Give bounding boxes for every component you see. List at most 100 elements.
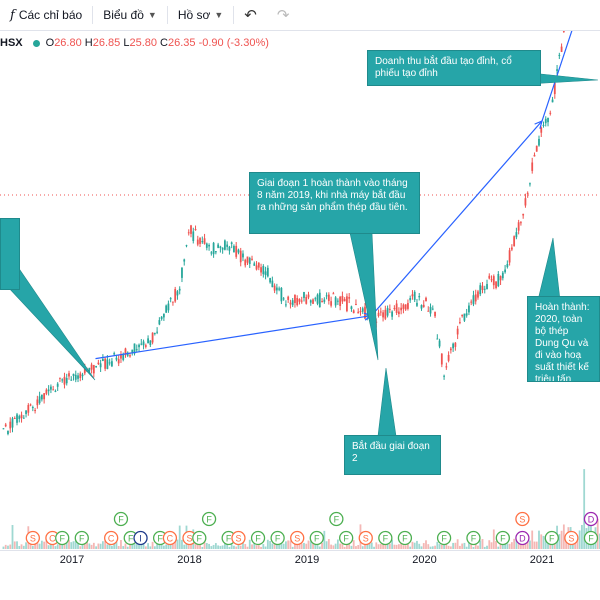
event-marker[interactable]: F <box>74 530 89 546</box>
volume-bar <box>45 540 48 549</box>
candle-body <box>122 354 125 360</box>
volume-bar <box>282 543 285 549</box>
event-marker[interactable]: C <box>104 530 119 546</box>
event-marker[interactable]: F <box>201 511 217 527</box>
event-marker[interactable]: F <box>55 530 70 546</box>
event-marker[interactable]: F <box>329 511 344 527</box>
event-marker-label: F <box>383 534 389 544</box>
undo-button[interactable]: ↶ <box>234 0 267 30</box>
volume-bar <box>542 535 545 549</box>
event-marker[interactable]: S <box>515 511 530 527</box>
event-marker[interactable]: S <box>564 530 579 546</box>
event-marker[interactable]: F <box>339 530 354 546</box>
trend-arrow-line <box>541 31 573 122</box>
candle-body <box>325 295 328 297</box>
event-marker-label: C <box>49 534 56 544</box>
chart-type-button[interactable]: Biểu đồ ▼ <box>93 0 167 30</box>
candle-body <box>321 301 323 303</box>
event-marker[interactable]: C <box>162 530 178 546</box>
candle-body <box>253 263 256 266</box>
low-value: 25.80 <box>129 37 157 49</box>
volume-bar <box>300 543 303 549</box>
redo-icon: ↷ <box>276 7 290 24</box>
event-marker[interactable]: F <box>221 530 236 546</box>
ohlc-values: O26.80 H26.85 L25.80 C26.35 -0.90 (-3.30… <box>46 37 269 49</box>
event-marker[interactable]: F <box>378 530 393 546</box>
redo-button[interactable]: ↷ <box>267 0 300 30</box>
volume-bar <box>90 544 93 549</box>
candle-body <box>9 421 12 429</box>
event-marker[interactable]: F <box>192 530 207 546</box>
candle-body <box>506 263 509 268</box>
event-marker[interactable]: F <box>466 530 481 546</box>
volume-bar <box>434 545 436 549</box>
candle-body <box>124 348 127 356</box>
candle-body <box>377 312 380 317</box>
candle-body <box>224 240 226 250</box>
volume-bar <box>29 543 32 549</box>
volume-bar <box>447 545 450 549</box>
profile-button[interactable]: Hồ sơ ▼ <box>168 0 233 30</box>
toolbar-divider <box>166 6 168 24</box>
candle-body <box>547 117 549 123</box>
volume-bar <box>203 542 206 549</box>
candle-body <box>79 373 82 378</box>
candle-body <box>183 259 186 262</box>
event-marker[interactable]: S <box>25 530 40 546</box>
volume-bar <box>271 543 274 549</box>
event-marker[interactable]: F <box>544 530 559 546</box>
candle-body <box>558 54 561 56</box>
candle-body <box>517 222 520 231</box>
indicators-button[interactable]: f Các chỉ báo <box>0 0 92 30</box>
candle-body <box>341 295 344 302</box>
event-marker[interactable]: S <box>231 530 246 546</box>
candle-body <box>294 294 296 304</box>
event-marker[interactable]: F <box>113 511 129 527</box>
candle-body <box>142 341 145 346</box>
event-marker[interactable]: S <box>358 530 373 546</box>
function-icon: f <box>10 7 15 23</box>
candle-body <box>355 303 357 305</box>
event-marker[interactable]: F <box>583 530 599 546</box>
volume-bar <box>13 541 16 549</box>
volume-bar <box>368 540 371 549</box>
price-chart[interactable]: S C F F CFF I F C S FFF S F F S FFF S F F F F FSD F SDF 2017 20… <box>0 31 600 600</box>
event-marker[interactable]: F <box>270 530 285 546</box>
event-marker[interactable]: F <box>397 530 413 546</box>
x-tick-label: 2020 <box>412 554 436 566</box>
candle-body <box>334 297 337 306</box>
volume-bar <box>210 546 213 549</box>
candle-body <box>108 362 111 364</box>
event-marker[interactable]: S <box>290 530 305 546</box>
event-marker[interactable]: I <box>133 530 148 546</box>
candle-body <box>214 251 217 253</box>
event-marker[interactable]: F <box>309 530 324 546</box>
undo-icon: ↶ <box>244 7 257 24</box>
event-marker[interactable]: D <box>583 511 599 527</box>
candle-body <box>300 300 303 302</box>
candle-body <box>459 322 461 324</box>
volume-bar <box>495 541 497 549</box>
volume-bar <box>578 530 581 549</box>
candle-body <box>50 386 52 390</box>
candle-body <box>160 316 163 320</box>
event-marker-label: S <box>568 534 574 544</box>
volume-bar <box>122 546 125 549</box>
candle-body <box>156 331 159 333</box>
event-marker[interactable]: F <box>436 530 452 546</box>
volume-bar <box>508 543 511 549</box>
volume-bar <box>499 542 502 549</box>
volume-bar <box>459 545 461 549</box>
volume-bar <box>294 543 296 549</box>
volume-bar <box>468 540 470 549</box>
event-marker[interactable]: F <box>495 530 510 546</box>
candle-body <box>63 376 66 385</box>
chart-toolbar: f Các chỉ báo Biểu đồ ▼ Hồ sơ ▼ ↶ ↷ <box>0 0 600 31</box>
event-marker[interactable]: D <box>515 530 530 546</box>
candle-body <box>165 305 168 313</box>
event-marker-circle <box>290 530 305 546</box>
candle-body <box>420 305 423 309</box>
volume-bar <box>248 539 251 549</box>
volume-bar <box>400 539 403 549</box>
event-marker[interactable]: F <box>250 530 266 546</box>
